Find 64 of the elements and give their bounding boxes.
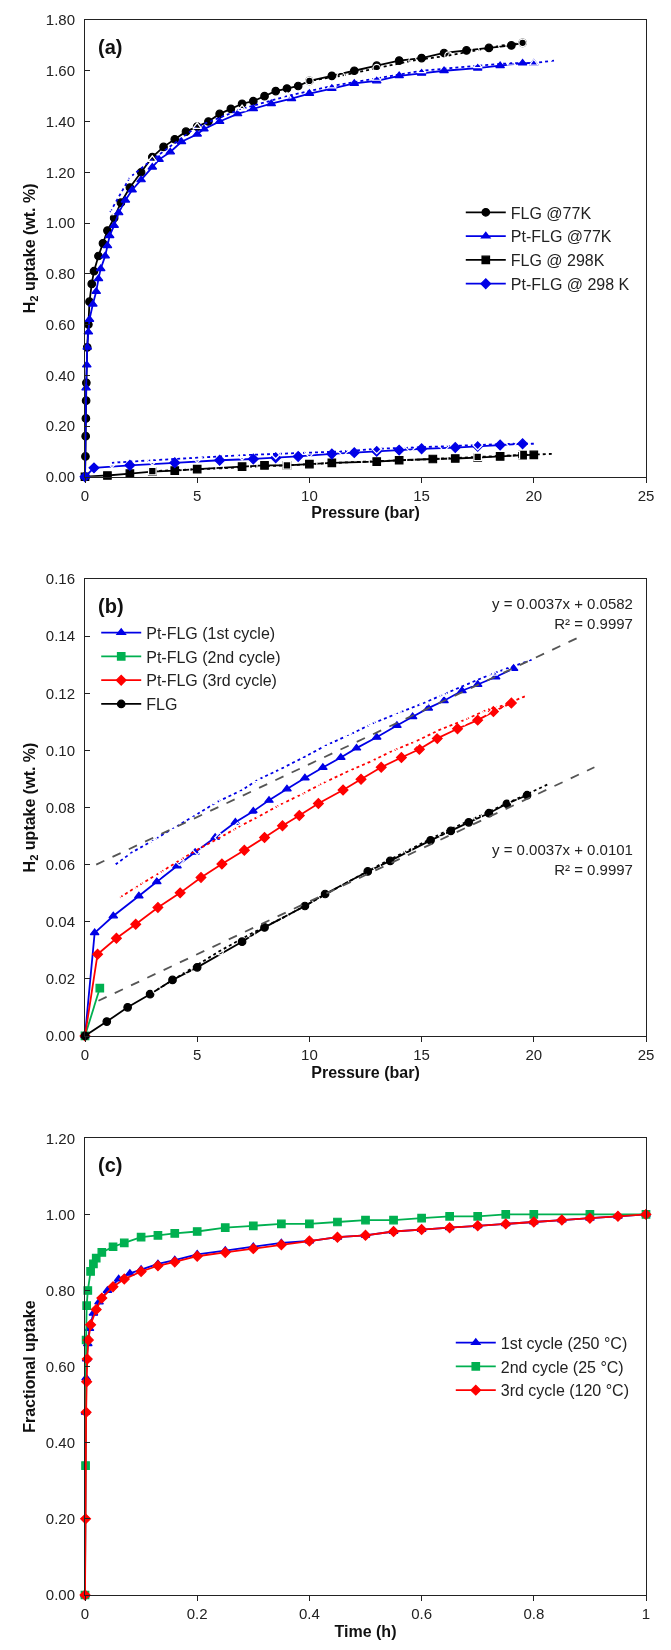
- y-tick-label: 0.00: [45, 468, 75, 485]
- x-tick-label: 0: [80, 1605, 90, 1622]
- x-tick-label: 1: [641, 1605, 651, 1622]
- x-tick-label: 20: [525, 1045, 543, 1063]
- x-tick-label: 10: [301, 486, 318, 504]
- y-tick-label: 0.02: [45, 970, 75, 988]
- y-tick-label: 0.16: [45, 570, 75, 588]
- x-tick-label: 0.6: [411, 1605, 433, 1622]
- x-tick-label: 0.4: [298, 1605, 320, 1622]
- y-tick-label: 0.12: [45, 684, 75, 702]
- y-tick-label: 0.40: [45, 1434, 75, 1451]
- legend-label: Pt-FLG (2nd cycle): [146, 648, 281, 666]
- y-tick-label: 0.10: [45, 741, 75, 759]
- y-tick-label: 0.60: [45, 1357, 75, 1375]
- y-tick-label: 0.40: [45, 366, 75, 384]
- x-tick-label: 25: [637, 486, 655, 504]
- y-tick-label: 0.00: [45, 1027, 75, 1045]
- y-tick-label: 1.60: [45, 62, 75, 79]
- y-tick-label: 1.00: [45, 1205, 75, 1223]
- y-axis-title: Fractional uptake: [20, 1300, 38, 1433]
- y-tick-label: 0.80: [45, 1281, 75, 1299]
- x-tick-label: 0.2: [186, 1605, 208, 1622]
- x-tick-label: 0: [80, 1045, 90, 1063]
- y-tick-label: 1.40: [45, 112, 75, 130]
- annotation: y = 0.0037x + 0.0582 R² = 0.9997: [492, 595, 633, 632]
- y-tick-label: 1.00: [45, 214, 75, 232]
- y-tick-label: 0.60: [45, 315, 75, 333]
- annotation: (c): [98, 1154, 123, 1176]
- legend-label: Pt-FLG (3rd cycle): [146, 672, 277, 690]
- legend-label: 2nd cycle (25 °C): [500, 1358, 624, 1376]
- legend-label: FLG @ 298K: [510, 252, 605, 270]
- x-tick-label: 20: [525, 486, 543, 504]
- y-tick-label: 0.08: [45, 798, 75, 816]
- x-tick-label: 0.8: [523, 1605, 545, 1622]
- legend-label: FLG @77K: [510, 204, 592, 222]
- y-tick-label: 0.80: [45, 265, 75, 282]
- legend-label: Pt-FLG @ 298 K: [510, 275, 630, 293]
- annotation: y = 0.0037x + 0.0101 R² = 0.9997: [492, 841, 633, 878]
- y-tick-label: 0.20: [45, 1510, 75, 1528]
- legend-label: 3rd cycle (120 °C): [500, 1382, 629, 1400]
- legend-label: Pt-FLG @77K: [510, 228, 612, 246]
- x-axis-title: Pressure (bar): [311, 504, 420, 522]
- x-tick-label: 0: [80, 486, 90, 504]
- y-tick-label: 0.04: [45, 912, 75, 930]
- legend-label: 1st cycle (250 °C): [500, 1334, 628, 1352]
- x-axis-title: Pressure (bar): [311, 1063, 420, 1081]
- annotation: (b): [98, 595, 124, 617]
- y-tick-label: 1.20: [45, 1129, 75, 1147]
- x-tick-label: 5: [193, 486, 202, 504]
- x-tick-label: 5: [193, 1045, 202, 1063]
- annotation: (a): [98, 36, 123, 58]
- legend-label: Pt-FLG (1st cycle): [146, 624, 276, 642]
- x-tick-label: 25: [637, 1045, 655, 1063]
- x-tick-label: 15: [413, 1045, 430, 1063]
- x-tick-label: 15: [413, 486, 430, 504]
- x-axis-title: Time (h): [334, 1622, 397, 1640]
- y-tick-label: 0.06: [45, 855, 75, 873]
- y-tick-label: 1.20: [45, 163, 75, 181]
- y-tick-label: 1.80: [45, 11, 75, 29]
- y-tick-label: 0.20: [45, 417, 75, 435]
- y-tick-label: 0.14: [45, 627, 75, 645]
- legend-label: FLG: [146, 696, 178, 714]
- x-tick-label: 10: [301, 1045, 318, 1063]
- y-tick-label: 0.00: [45, 1586, 75, 1604]
